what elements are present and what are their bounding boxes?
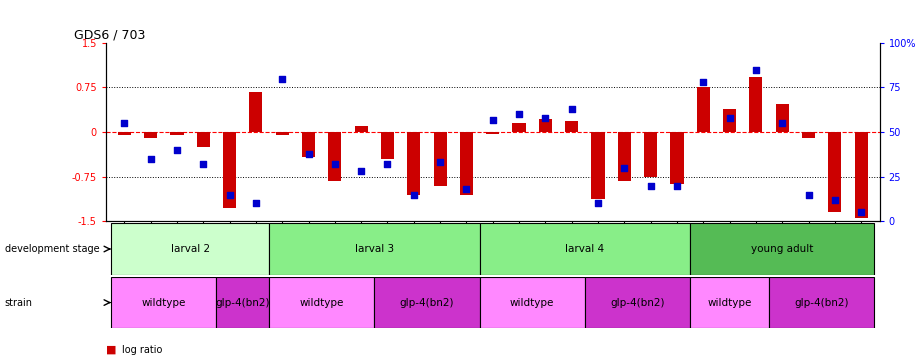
Point [354,169,368,174]
Text: larval 3: larval 3 [355,244,394,254]
Point [380,161,395,167]
Bar [690,223,874,275]
Bar [223,132,236,208]
Point [117,120,132,126]
Text: ■: ■ [106,345,120,355]
Bar [118,132,131,135]
Bar [775,104,788,132]
Bar [585,277,690,328]
Text: larval 2: larval 2 [170,244,210,254]
Bar [374,277,480,328]
Bar [328,132,342,181]
Bar [480,277,585,328]
Bar [480,223,690,275]
Point [512,111,527,117]
Point [590,201,605,206]
Bar [460,132,473,195]
Text: larval 4: larval 4 [565,244,604,254]
Bar [486,132,499,134]
Point [538,115,553,121]
Bar [670,132,683,185]
Bar [690,277,769,328]
Point [643,183,658,188]
Point [722,115,737,121]
Bar [275,132,289,135]
Text: glp-4(bn2): glp-4(bn2) [400,297,454,308]
Point [459,186,473,192]
Point [144,156,158,162]
Bar [618,132,631,181]
Text: glp-4(bn2): glp-4(bn2) [216,297,270,308]
Bar [216,277,269,328]
Point [749,67,764,72]
Bar [111,223,269,275]
Bar [250,92,262,132]
Point [696,79,711,85]
Text: wildtype: wildtype [299,297,344,308]
Point [775,120,789,126]
Bar [539,119,552,132]
Point [433,160,448,165]
Point [406,192,421,197]
Bar [197,132,210,147]
Bar [269,277,374,328]
Bar [828,132,842,212]
Text: wildtype: wildtype [142,297,186,308]
Point [249,201,263,206]
Point [617,165,632,171]
Point [854,210,869,215]
Bar [434,132,447,186]
Point [801,192,816,197]
Bar [144,132,157,138]
Point [274,76,289,81]
Point [328,161,343,167]
Bar [802,132,815,138]
Text: development stage: development stage [5,244,99,254]
Bar [855,132,868,218]
Text: glp-4(bn2): glp-4(bn2) [611,297,665,308]
Point [196,161,211,167]
Text: wildtype: wildtype [707,297,752,308]
Bar [696,87,710,132]
Bar [644,132,658,177]
Bar [591,132,604,199]
Text: wildtype: wildtype [510,297,554,308]
Bar [512,123,526,132]
Bar [302,132,315,157]
Bar [769,277,874,328]
Bar [723,110,736,132]
Bar [269,223,480,275]
Bar [355,126,367,132]
Bar [381,132,394,159]
Point [169,147,184,153]
Point [670,183,684,188]
Point [827,197,842,203]
Text: strain: strain [5,297,32,308]
Bar [750,77,763,132]
Bar [565,121,578,132]
Bar [407,132,420,195]
Point [565,106,579,112]
Point [301,151,316,156]
Point [222,192,237,197]
Text: glp-4(bn2): glp-4(bn2) [795,297,849,308]
Point [485,117,500,122]
Text: log ratio: log ratio [122,345,163,355]
Text: GDS6 / 703: GDS6 / 703 [74,29,146,42]
Bar [111,277,216,328]
Bar [170,132,183,135]
Text: young adult: young adult [751,244,813,254]
